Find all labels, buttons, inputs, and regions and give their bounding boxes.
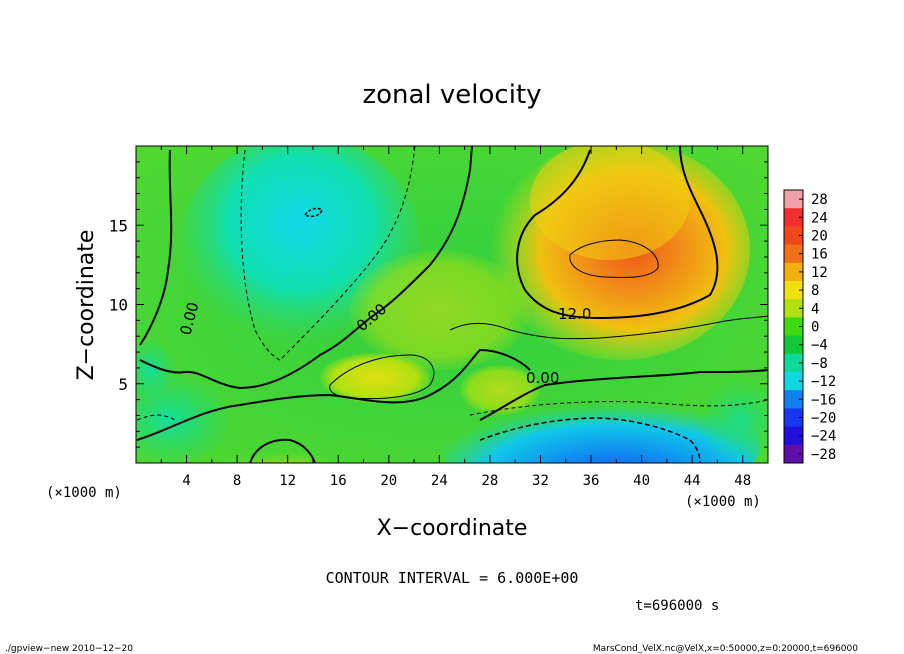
colorbar-swatch bbox=[784, 390, 803, 409]
time-label: t=696000 s bbox=[635, 598, 719, 614]
contour-label: 0.00 bbox=[526, 369, 559, 387]
x-tick-label: 44 bbox=[684, 473, 701, 489]
x-tick-label: 20 bbox=[380, 473, 397, 489]
footer-right: MarsCond_VelX.nc@VelX,x=0:50000,z=0:2000… bbox=[593, 644, 858, 654]
y-axis-label: Z−coordinate bbox=[74, 230, 99, 381]
x-tick-label: 28 bbox=[481, 473, 498, 489]
colorbar-swatch bbox=[784, 190, 803, 209]
colorbar-swatch bbox=[784, 299, 803, 318]
colorbar-label: −12 bbox=[811, 374, 836, 390]
y-tick-label: 5 bbox=[118, 375, 128, 394]
x-tick-label: 40 bbox=[633, 473, 650, 489]
heatmap-field bbox=[136, 146, 768, 463]
x-unit-label-right: (×1000 m) bbox=[685, 494, 761, 510]
y-tick-label: 15 bbox=[109, 216, 128, 235]
x-tick-label: 36 bbox=[583, 473, 600, 489]
colorbar-label: −16 bbox=[811, 392, 836, 408]
colorbar-swatch bbox=[784, 281, 803, 300]
colorbar-label: 4 bbox=[811, 301, 819, 317]
x-tick-label: 32 bbox=[532, 473, 549, 489]
colorbar-swatch bbox=[784, 335, 803, 355]
colorbar-swatch bbox=[784, 208, 803, 227]
colorbar-swatch bbox=[784, 317, 803, 337]
colorbar-swatch bbox=[784, 372, 803, 391]
contour-label: 12.0 bbox=[558, 305, 591, 323]
footer-left: ./gpview−new 2010−12−20 bbox=[5, 644, 133, 654]
x-tick-label: 16 bbox=[330, 473, 347, 489]
colorbar-label: 24 bbox=[811, 210, 828, 226]
colorbar-label: 16 bbox=[811, 247, 828, 263]
y-axis: 5 10 15 bbox=[109, 161, 768, 448]
colorbar-swatch bbox=[784, 426, 803, 446]
x-tick-label: 4 bbox=[182, 473, 190, 489]
colorbar-label: 12 bbox=[811, 265, 828, 281]
x-tick-label: 24 bbox=[431, 473, 448, 489]
colorbar-swatch bbox=[784, 244, 803, 264]
contour-eighteen bbox=[569, 239, 659, 278]
colorbar-swatch bbox=[784, 353, 803, 373]
x-tick-label: 12 bbox=[279, 473, 296, 489]
contour-zero-right bbox=[479, 369, 768, 421]
colorbar-label: −20 bbox=[811, 411, 836, 427]
colorbar-label: 8 bbox=[811, 283, 819, 299]
chart-title: zonal velocity bbox=[362, 80, 541, 110]
colorbar-label: 20 bbox=[811, 229, 828, 245]
colorbar-label: 28 bbox=[811, 192, 828, 208]
colorbar-swatch bbox=[784, 262, 803, 282]
x-unit-label-left: (×1000 m) bbox=[46, 485, 122, 501]
colorbar-swatch bbox=[784, 408, 803, 428]
x-axis: 4 8 12 16 20 24 28 32 36 40 44 48 bbox=[160, 146, 751, 489]
y-tick-label: 10 bbox=[109, 296, 128, 315]
contour-twelve bbox=[516, 146, 719, 320]
x-tick-label: 8 bbox=[233, 473, 241, 489]
colorbar-label: −28 bbox=[811, 447, 836, 463]
x-axis-label: X−coordinate bbox=[377, 516, 528, 541]
colorbar-label: −4 bbox=[811, 338, 828, 354]
colorbar-label: −8 bbox=[811, 356, 828, 372]
x-tick-label: 48 bbox=[734, 473, 751, 489]
contour-interval: CONTOUR INTERVAL = 6.000E+00 bbox=[326, 569, 579, 587]
colorbar-label: 0 bbox=[811, 320, 819, 336]
colorbar: 28 24 20 16 12 8 4 0 −4 −8 −12 −16 −20 −24 −28 bbox=[783, 189, 836, 464]
colorbar-swatch bbox=[784, 444, 803, 464]
colorbar-swatch bbox=[784, 226, 803, 246]
contour-zero-left bbox=[139, 146, 473, 390]
colorbar-label: −24 bbox=[811, 429, 836, 445]
